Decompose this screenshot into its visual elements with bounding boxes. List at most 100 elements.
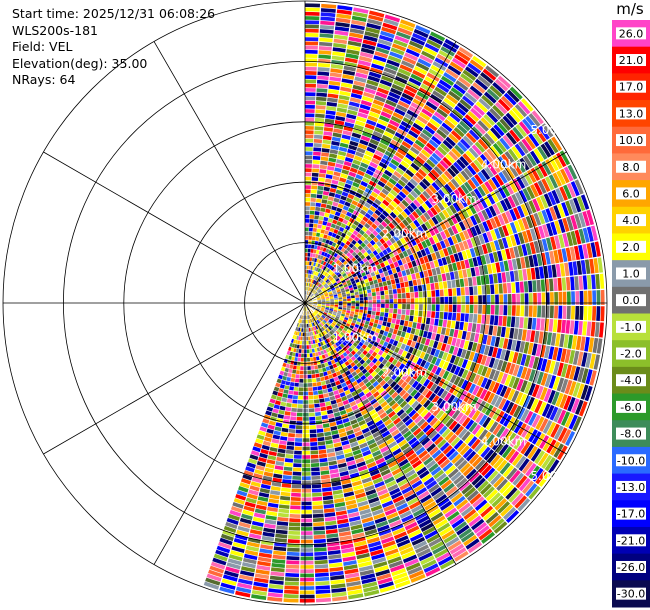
- velocity-gate: [455, 80, 469, 91]
- velocity-gate: [343, 334, 348, 339]
- velocity-gate: [387, 284, 393, 290]
- velocity-gate: [426, 331, 433, 339]
- velocity-gate: [410, 230, 417, 238]
- velocity-gate: [312, 382, 317, 387]
- velocity-gate: [533, 148, 544, 162]
- velocity-gate: [459, 321, 464, 331]
- velocity-gate: [418, 291, 423, 298]
- velocity-gate: [311, 318, 314, 323]
- velocity-gate: [360, 135, 371, 142]
- velocity-gate: [437, 455, 448, 466]
- velocity-gate: [511, 258, 518, 270]
- velocity-gate: [382, 321, 387, 327]
- velocity-gate: [417, 225, 425, 234]
- velocity-gate: [294, 357, 298, 362]
- velocity-gate: [322, 495, 334, 501]
- velocity-gate: [371, 292, 376, 297]
- velocity-gate: [371, 311, 376, 316]
- velocity-gate: [332, 438, 341, 444]
- velocity-gate: [569, 199, 578, 214]
- velocity-gate: [423, 378, 431, 388]
- velocity-gate: [358, 108, 370, 115]
- velocity-gate: [325, 208, 331, 214]
- velocity-gate: [475, 199, 485, 211]
- velocity-gate: [360, 248, 366, 254]
- velocity-gate: [328, 311, 333, 314]
- velocity-gate: [514, 103, 528, 118]
- velocity-gate: [432, 90, 445, 100]
- velocity-gate: [518, 269, 524, 281]
- velocity-gate: [391, 267, 397, 274]
- velocity-gate: [313, 522, 325, 527]
- velocity-gate: [422, 330, 428, 338]
- velocity-gate: [321, 297, 326, 300]
- velocity-gate: [314, 330, 317, 335]
- velocity-gate: [314, 551, 328, 556]
- velocity-gate: [374, 565, 389, 573]
- velocity-gate: [585, 352, 592, 368]
- velocity-gate: [305, 252, 308, 257]
- velocity-gate: [322, 367, 327, 372]
- velocity-gate: [473, 188, 483, 199]
- velocity-gate: [488, 406, 498, 418]
- velocity-gate: [451, 225, 459, 235]
- velocity-gate: [429, 276, 434, 284]
- velocity-gate: [337, 203, 344, 209]
- velocity-gate: [267, 455, 277, 461]
- velocity-gate: [261, 444, 270, 451]
- velocity-gate: [368, 277, 373, 282]
- velocity-gate: [483, 195, 492, 207]
- velocity-gate: [320, 160, 328, 166]
- velocity-gate: [410, 573, 426, 583]
- velocity-gate: [384, 207, 392, 215]
- velocity-gate: [406, 304, 411, 310]
- velocity-gate: [271, 481, 282, 487]
- velocity-gate: [434, 149, 445, 159]
- velocity-gate: [372, 357, 378, 364]
- velocity-gate: [320, 294, 325, 297]
- velocity-gate: [386, 378, 394, 386]
- velocity-gate: [456, 158, 466, 170]
- velocity-gate: [256, 434, 265, 440]
- velocity-gate: [481, 285, 487, 295]
- velocity-gate: [438, 368, 446, 378]
- velocity-gate: [319, 285, 324, 289]
- velocity-gate: [340, 277, 345, 282]
- velocity-gate: [519, 341, 526, 353]
- velocity-gate: [203, 581, 220, 590]
- velocity-gate: [331, 232, 337, 238]
- velocity-gate: [350, 136, 360, 143]
- velocity-gate: [333, 238, 339, 244]
- velocity-gate: [318, 453, 328, 459]
- velocity-gate: [418, 205, 426, 214]
- velocity-gate: [238, 486, 249, 493]
- velocity-gate: [404, 418, 414, 427]
- velocity-gate: [407, 566, 423, 576]
- velocity-gate: [339, 325, 344, 330]
- velocity-gate: [335, 264, 340, 270]
- velocity-gate: [510, 316, 516, 328]
- velocity-gate: [412, 142, 423, 152]
- velocity-gate: [291, 480, 302, 485]
- velocity-gate: [335, 347, 340, 352]
- velocity-gate: [315, 310, 319, 314]
- velocity-gate: [314, 326, 317, 331]
- velocity-gate: [312, 305, 317, 307]
- velocity-gate: [478, 222, 486, 234]
- velocity-gate: [326, 268, 331, 273]
- velocity-gate: [352, 317, 358, 321]
- velocity-gate: [458, 241, 465, 252]
- velocity-gate: [421, 232, 428, 241]
- velocity-gate: [461, 330, 467, 340]
- velocity-gate: [385, 127, 396, 135]
- velocity-gate: [306, 340, 309, 345]
- velocity-gate: [264, 519, 277, 525]
- velocity-gate: [320, 156, 329, 162]
- velocity-gate: [428, 463, 439, 473]
- velocity-gate: [329, 307, 334, 310]
- velocity-gate: [369, 239, 376, 246]
- velocity-gate: [513, 328, 519, 340]
- velocity-gate: [456, 123, 468, 135]
- velocity-gate: [231, 546, 245, 553]
- velocity-gate: [390, 115, 402, 124]
